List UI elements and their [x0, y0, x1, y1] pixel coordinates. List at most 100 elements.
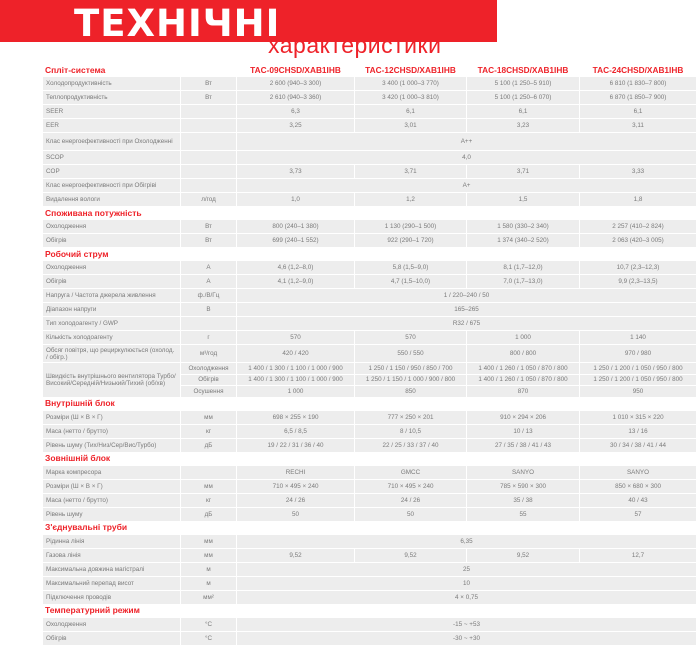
row-value: 1 010 × 315 × 220: [580, 410, 697, 424]
section-spacer: [237, 207, 697, 219]
row-unit: Вт: [181, 220, 237, 233]
section-title: Робочий струм: [43, 248, 237, 260]
table-row: Обігрів Вт 699 (240–1 552) 922 (290–1 720) 1…: [43, 234, 697, 247]
model-name: TAC-24CHSD/XAB1IHB: [580, 64, 697, 76]
spec-table: Спліт-система TAC-09CHSD/XAB1IHB TAC-12CHS…: [42, 63, 697, 646]
section-spacer: [237, 452, 697, 465]
table-row: Клас енергоефективності при Обігріві A+: [43, 179, 697, 192]
row-unit: °C: [181, 631, 237, 645]
section-spacer: [237, 604, 697, 617]
row-value: 40 / 43: [580, 493, 697, 507]
row-value: 1 250 / 1 150 / 950 / 850 / 700: [355, 363, 467, 374]
row-value: 9,52: [355, 548, 467, 562]
section-spacer: [237, 397, 697, 410]
row-unit: [181, 133, 237, 150]
row-value: SANYO: [580, 465, 697, 479]
row-unit: [181, 119, 237, 132]
table-row: Обігрів А 4,1 (1,2–9,0) 4,7 (1,5–10,0) 7,0 (…: [43, 275, 697, 288]
row-value: 570: [355, 331, 467, 344]
section-title: Споживана потужність: [43, 207, 237, 219]
row-unit: [181, 179, 237, 192]
row-value: 699 (240–1 552): [237, 234, 355, 247]
row-value: 698 × 255 × 190: [237, 410, 355, 424]
model-name: TAC-09CHSD/XAB1IHB: [237, 64, 355, 76]
table-row: Рівень шуму дБ 50 50 55 57: [43, 507, 697, 521]
row-value: 13 / 16: [580, 424, 697, 438]
row-label: COP: [43, 165, 180, 178]
row-unit: г: [181, 331, 237, 344]
row-label: Напруга / Частота джерела живлення: [43, 289, 180, 302]
row-value: 50: [237, 507, 355, 521]
row-unit: м: [181, 562, 237, 576]
row-value: 4,0: [237, 151, 697, 164]
row-value: A++: [237, 133, 697, 150]
row-value: 3,71: [467, 165, 580, 178]
table-row: Холодопродуктивність Вт 2 600 (940–3 300) 3…: [43, 77, 697, 90]
row-unit: л/год: [181, 193, 237, 206]
row-label: Маса (нетто / брутто): [43, 424, 180, 438]
row-label: Охолодження: [43, 220, 180, 233]
table-row: Максимальна довжина магістралі м 25: [43, 562, 697, 576]
row-label: Холодопродуктивність: [43, 77, 180, 90]
row-unit: Вт: [181, 77, 237, 90]
section-header: Внутрішній блок: [43, 397, 697, 410]
row-label: Марка компресора: [43, 465, 180, 479]
row-value: 4,7 (1,5–10,0): [355, 275, 467, 288]
table-row: Видалення вологи л/год 1,0 1,2 1,5 1,8: [43, 193, 697, 206]
row-label: Рівень шуму (Тих/Низ/Сер/Вис/Турбо): [43, 438, 180, 452]
row-unit: Вт: [181, 91, 237, 104]
row-unit: [181, 465, 237, 479]
fan-speed-row: Обігрів 1 400 / 1 300 / 1 100 / 1 000 / 9…: [43, 374, 697, 385]
row-unit: м³/год: [181, 345, 237, 362]
section-header: Спліт-система TAC-09CHSD/XAB1IHB TAC-12CHS…: [43, 64, 697, 76]
row-unit: В: [181, 303, 237, 316]
table-row: Маса (нетто / брутто) кг 24 / 26 24 / 26 35 …: [43, 493, 697, 507]
fan-mode: Обігрів: [181, 374, 237, 385]
row-value: 9,52: [237, 548, 355, 562]
row-unit: мм: [181, 534, 237, 548]
row-value: 50: [355, 507, 467, 521]
row-value: 1 250 / 1 200 / 1 050 / 950 / 800: [580, 363, 697, 374]
table-row: Розміри (Ш × В × Г) мм 698 × 255 × 190 777 …: [43, 410, 697, 424]
row-value: 970 / 980: [580, 345, 697, 362]
row-value: -15 ~ +53: [237, 617, 697, 631]
row-label: Теплопродуктивність: [43, 91, 180, 104]
row-value: 12,7: [580, 548, 697, 562]
table-row: EER 3,25 3,01 3,23 3,11: [43, 119, 697, 132]
row-value: 3,01: [355, 119, 467, 132]
row-value: 22 / 25 / 33 / 37 / 40: [355, 438, 467, 452]
row-value: 1 400 / 1 300 / 1 100 / 1 000 / 900: [237, 374, 355, 385]
table-row: Газова лінія мм 9,52 9,52 9,52 12,7: [43, 548, 697, 562]
row-value: 10: [237, 576, 697, 590]
table-row: Обсяг повітря, що рециркулюється (охолод…: [43, 345, 697, 362]
row-label: Маса (нетто / брутто): [43, 493, 180, 507]
table-row: Діапазон напруги В 165–265: [43, 303, 697, 316]
row-value: 25: [237, 562, 697, 576]
row-label: Клас енергоефективності при Обігріві: [43, 179, 180, 192]
table-row: Охолодження А 4,6 (1,2–8,0) 5,8 (1,5–9,0) 8,…: [43, 261, 697, 274]
row-label: Рівень шуму: [43, 507, 180, 521]
row-value: 1 130 (290–1 500): [355, 220, 467, 233]
row-label: Клас енергоефективності при Охолодженні: [43, 133, 180, 150]
table-row: Марка компресора RECHI GMCC SANYO SANYO: [43, 465, 697, 479]
row-value: 8 / 10,5: [355, 424, 467, 438]
row-label: Рідинна лінія: [43, 534, 180, 548]
row-value: GMCC: [355, 465, 467, 479]
row-value: 24 / 26: [237, 493, 355, 507]
row-label: Підключення проводів: [43, 590, 180, 604]
row-value: 24 / 26: [355, 493, 467, 507]
row-value: 800 / 800: [467, 345, 580, 362]
row-value: 9,52: [467, 548, 580, 562]
row-value: 5 100 (1 250–5 910): [467, 77, 580, 90]
row-value: 1 140: [580, 331, 697, 344]
row-value: 1,2: [355, 193, 467, 206]
row-value: 4 × 0,75: [237, 590, 697, 604]
table-row: Кількість холодоагенту г 570 570 1 000 1 140: [43, 331, 697, 344]
row-value: 165–265: [237, 303, 697, 316]
row-value: 870: [467, 386, 580, 397]
row-value: 2 600 (940–3 300): [237, 77, 355, 90]
row-value: 2 063 (420–3 005): [580, 234, 697, 247]
row-value: 777 × 250 × 201: [355, 410, 467, 424]
row-value: 30 / 34 / 38 / 41 / 44: [580, 438, 697, 452]
row-label: SCOP: [43, 151, 180, 164]
